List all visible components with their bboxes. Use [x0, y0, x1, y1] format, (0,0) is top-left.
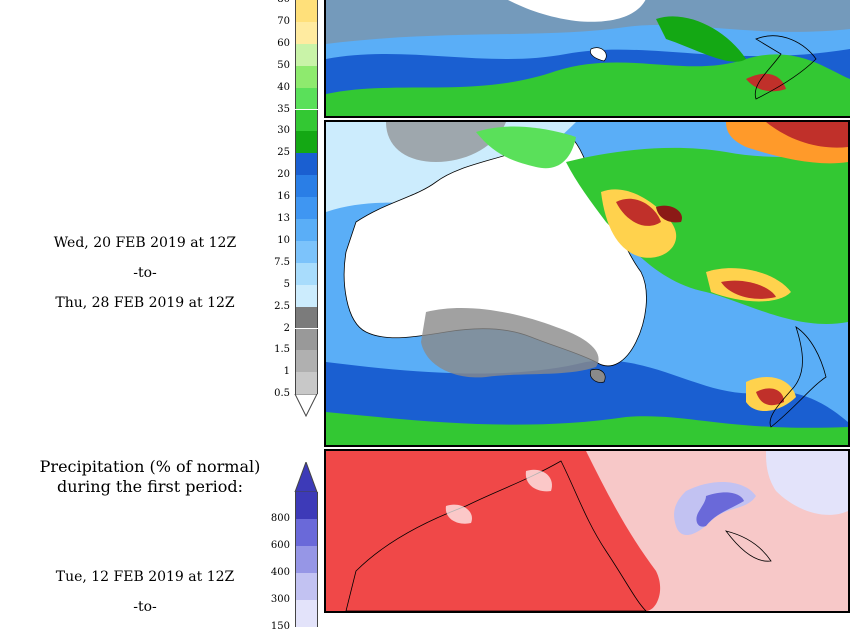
- precip-scale-tick: 30: [277, 125, 290, 137]
- to-label-bottom: -to-: [133, 599, 157, 615]
- precip-scale-swatch: [295, 350, 318, 373]
- valid-start-label-bottom: Tue, 12 FEB 2019 at 12Z: [55, 569, 235, 585]
- precip-scale-tick: 2.5: [274, 300, 290, 312]
- precip-scale-swatch: [295, 328, 318, 351]
- precip-scale-tick: 7.5: [274, 256, 290, 268]
- percent-title-line2: during the first period:: [56, 477, 244, 496]
- precip-scale-swatch: [295, 219, 318, 241]
- percent-scale-tick: 600: [270, 540, 290, 551]
- precip-scale-swatch: [295, 21, 318, 44]
- precip-scale-tick: 10: [277, 234, 290, 246]
- percent-color-scale: 800 600 400 300 150: [270, 462, 320, 632]
- precip-scale-swatch: [295, 0, 318, 22]
- precip-scale-tick: 70: [277, 15, 290, 27]
- precip-scale-swatch: [295, 197, 318, 219]
- map-forecast-precipitation: [324, 120, 850, 447]
- precip-color-scale: 80 70 60 50 40 35 30 25 20 16 13 10 7.5 5 2.5 2 1.5 1 0.5: [270, 0, 320, 420]
- percent-scale-swatch: [295, 600, 318, 627]
- percent-scale-tick: 800: [270, 513, 290, 524]
- to-label: -to-: [133, 265, 157, 281]
- percent-scale-swatch: [295, 546, 318, 573]
- percent-scale-tick: 300: [270, 594, 290, 605]
- percent-scale-tick: 150: [270, 621, 290, 632]
- percent-normal-title: Precipitation (% of normal) during the f…: [22, 457, 278, 497]
- precip-scale-tick: 1.5: [274, 344, 290, 356]
- precip-scale-swatch: [295, 109, 318, 132]
- percent-scale-swatch: [295, 492, 318, 519]
- date-range-label-top: Wed, 20 FEB 2019 at 12Z -to- Thu, 28 FEB…: [40, 228, 250, 318]
- precip-scale-swatch: [295, 43, 318, 66]
- percent-title-line1: Precipitation (% of normal): [39, 457, 261, 476]
- precip-scale-swatch: [295, 131, 318, 154]
- precip-scale-tick: 5: [283, 278, 290, 290]
- precip-scale-tick: 40: [277, 81, 290, 93]
- precip-scale-swatch: [295, 306, 318, 329]
- precip-scale-swatch: [295, 87, 318, 110]
- scale-arrow-down-icon: [294, 394, 318, 418]
- scale-arrow-up-icon: [294, 462, 318, 492]
- precip-scale-tick: 20: [277, 169, 290, 181]
- precip-scale-swatch: [295, 65, 318, 88]
- percent-scale-tick: 400: [270, 567, 290, 578]
- precip-scale-tick: 2: [283, 322, 290, 334]
- precip-scale-tick: 25: [277, 147, 290, 159]
- precip-scale-tick: 1: [283, 366, 290, 378]
- precip-scale-swatch: [295, 284, 318, 307]
- percent-scale-swatch: [295, 519, 318, 546]
- percent-scale-swatch: [295, 573, 318, 600]
- precip-scale-swatch: [295, 262, 318, 285]
- precip-scale-tick: 13: [277, 213, 290, 224]
- precip-scale-swatch: [295, 240, 318, 263]
- precip-scale-swatch: [295, 153, 318, 176]
- precip-scale-swatch: [295, 372, 318, 395]
- precip-scale-tick: 60: [277, 37, 290, 49]
- map-previous-period: [324, 0, 850, 118]
- precip-scale-tick: 80: [270, 0, 290, 5]
- valid-end-label: Thu, 28 FEB 2019 at 12Z: [55, 295, 235, 311]
- precip-scale-tick: 50: [277, 59, 290, 71]
- precip-scale-swatch: [295, 175, 318, 198]
- map-percent-of-normal: [324, 449, 850, 613]
- precip-scale-tick: 0.5: [274, 388, 290, 400]
- precip-scale-tick: 16: [277, 191, 290, 203]
- precip-scale-tick: 35: [277, 103, 290, 115]
- valid-start-label: Wed, 20 FEB 2019 at 12Z: [53, 235, 237, 251]
- date-range-label-bottom: Tue, 12 FEB 2019 at 12Z -to-: [40, 562, 250, 622]
